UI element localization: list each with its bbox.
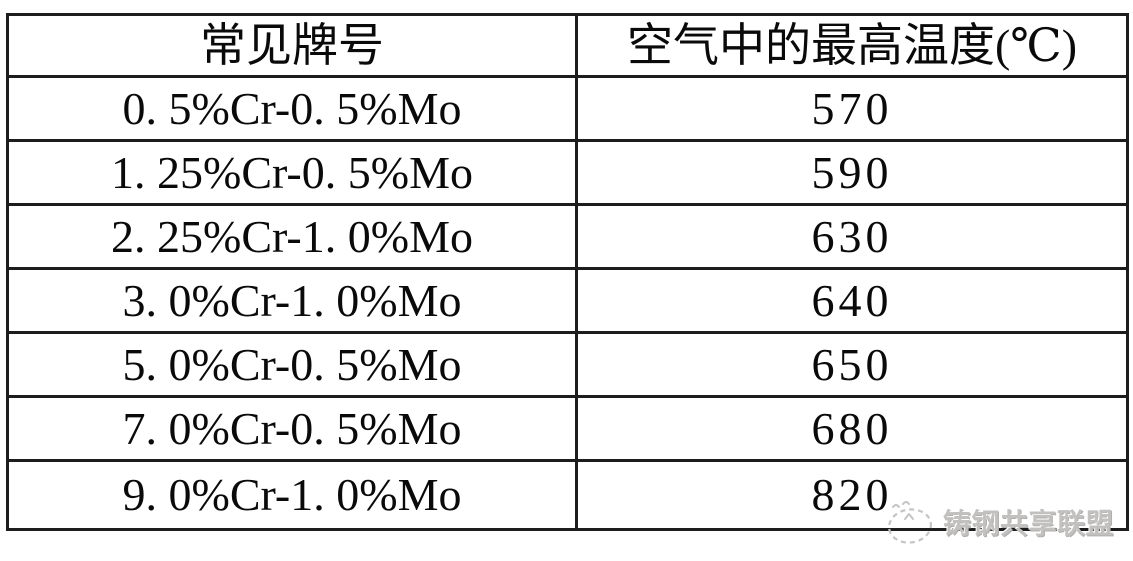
table-row: 5. 0%Cr-0. 5%Mo 650 — [6, 331, 1129, 398]
table-row: 9. 0%Cr-1. 0%Mo 820 — [6, 459, 1129, 531]
temp-cell: 680 — [575, 395, 1129, 462]
grade-cell: 3. 0%Cr-1. 0%Mo — [6, 267, 578, 334]
grade-cell: 2. 25%Cr-1. 0%Mo — [6, 203, 578, 270]
temp-cell: 650 — [575, 331, 1129, 398]
header-cell-max-temp: 空气中的最高温度(℃) — [575, 13, 1129, 78]
table-row: 1. 25%Cr-0. 5%Mo 590 — [6, 139, 1129, 206]
table-row: 7. 0%Cr-0. 5%Mo 680 — [6, 395, 1129, 462]
temp-cell: 590 — [575, 139, 1129, 206]
grade-cell: 7. 0%Cr-0. 5%Mo — [6, 395, 578, 462]
grade-cell: 0. 5%Cr-0. 5%Mo — [6, 75, 578, 142]
temp-cell: 570 — [575, 75, 1129, 142]
temp-cell: 640 — [575, 267, 1129, 334]
table-header-row: 常见牌号 空气中的最高温度(℃) — [6, 13, 1129, 78]
grade-cell: 1. 25%Cr-0. 5%Mo — [6, 139, 578, 206]
table-row: 0. 5%Cr-0. 5%Mo 570 — [6, 75, 1129, 142]
cr-mo-max-temperature-table: 常见牌号 空气中的最高温度(℃) 0. 5%Cr-0. 5%Mo 570 1. … — [6, 13, 1129, 531]
grade-cell: 9. 0%Cr-1. 0%Mo — [6, 459, 578, 531]
temp-cell: 630 — [575, 203, 1129, 270]
header-cell-grade: 常见牌号 — [6, 13, 578, 78]
grade-cell: 5. 0%Cr-0. 5%Mo — [6, 331, 578, 398]
temp-cell: 820 — [575, 459, 1129, 531]
table-row: 3. 0%Cr-1. 0%Mo 640 — [6, 267, 1129, 334]
table-row: 2. 25%Cr-1. 0%Mo 630 — [6, 203, 1129, 270]
